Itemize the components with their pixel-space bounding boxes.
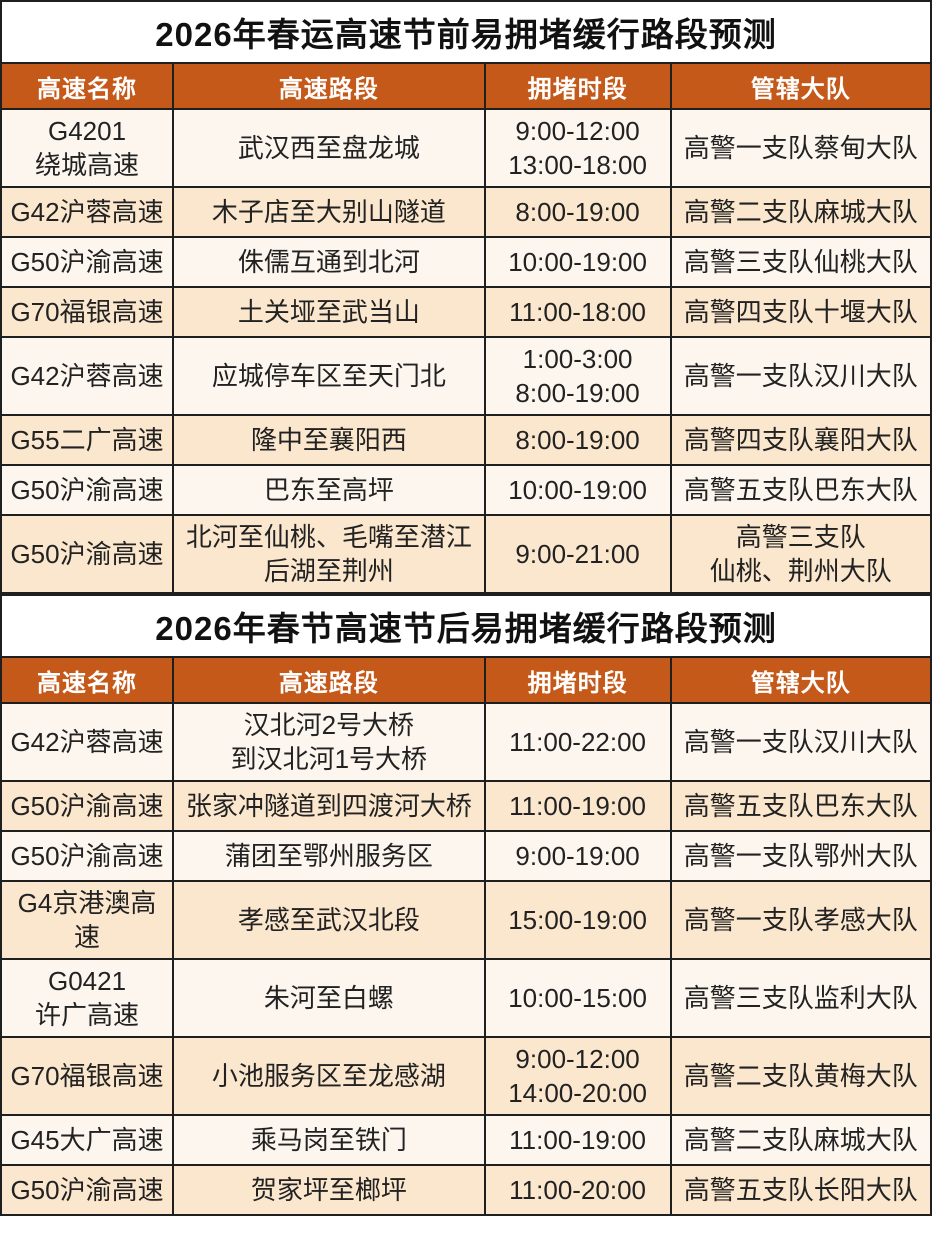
table-cell: 小池服务区至龙感湖 bbox=[172, 1036, 486, 1116]
column-header-highway-section: 高速路段 bbox=[172, 656, 486, 704]
table-cell: G70福银高速 bbox=[0, 1036, 175, 1116]
table-cell: 高警四支队十堰大队 bbox=[669, 286, 932, 338]
table-cell: 8:00-19:00 bbox=[483, 186, 672, 238]
table-cell: G50沪渝高速 bbox=[0, 1164, 175, 1216]
table-cell: G45大广高速 bbox=[0, 1114, 175, 1166]
table-cell: G42沪蓉高速 bbox=[0, 186, 175, 238]
pre-holiday-forecast-section: 2026年春运高速节前易拥堵缓行路段预测 高速名称 高速路段 拥堵时段 管辖大队… bbox=[0, 0, 932, 594]
table-cell: 高警四支队襄阳大队 bbox=[669, 414, 932, 466]
table-row: G50沪渝高速 巴东至高坪 10:00-19:00 高警五支队巴东大队 bbox=[0, 464, 932, 516]
table-cell: G50沪渝高速 bbox=[0, 236, 175, 288]
table-cell: G0421 许广高速 bbox=[0, 958, 175, 1038]
column-header-highway-name: 高速名称 bbox=[0, 656, 175, 704]
table-cell: 高警一支队汉川大队 bbox=[669, 336, 932, 416]
post-holiday-table-title: 2026年春节高速节后易拥堵缓行路段预测 bbox=[0, 594, 932, 656]
table-row: G45大广高速 乘马岗至铁门 11:00-19:00 高警二支队麻城大队 bbox=[0, 1114, 932, 1166]
table-row: G50沪渝高速 蒲团至鄂州服务区 9:00-19:00 高警一支队鄂州大队 bbox=[0, 830, 932, 882]
table-cell: G4京港澳高速 bbox=[0, 880, 175, 960]
table-cell: G42沪蓉高速 bbox=[0, 336, 175, 416]
table-cell: 11:00-22:00 bbox=[483, 702, 672, 782]
table-cell: 巴东至高坪 bbox=[172, 464, 486, 516]
table-row: G50沪渝高速 北河至仙桃、毛嘴至潜江 后湖至荆州 9:00-21:00 高警三支队 … bbox=[0, 514, 932, 594]
post-holiday-forecast-section: 2026年春节高速节后易拥堵缓行路段预测 高速名称 高速路段 拥堵时段 管辖大队… bbox=[0, 594, 932, 1216]
table-cell: 武汉西至盘龙城 bbox=[172, 108, 486, 188]
table-cell: G4201 绕城高速 bbox=[0, 108, 175, 188]
column-header-highway-section: 高速路段 bbox=[172, 62, 486, 110]
table-cell: 11:00-18:00 bbox=[483, 286, 672, 338]
table-row: G50沪渝高速 张家冲隧道到四渡河大桥 11:00-19:00 高警五支队巴东大队 bbox=[0, 780, 932, 832]
table-cell: 侏儒互通到北河 bbox=[172, 236, 486, 288]
table-cell: 9:00-12:00 13:00-18:00 bbox=[483, 108, 672, 188]
table-cell: 应城停车区至天门北 bbox=[172, 336, 486, 416]
table-cell: 15:00-19:00 bbox=[483, 880, 672, 960]
table-cell: 11:00-19:00 bbox=[483, 1114, 672, 1166]
table-cell: G50沪渝高速 bbox=[0, 780, 175, 832]
table-cell: 贺家坪至榔坪 bbox=[172, 1164, 486, 1216]
column-header-jurisdiction-brigade: 管辖大队 bbox=[669, 62, 932, 110]
table-row: G70福银高速 小池服务区至龙感湖 9:00-12:00 14:00-20:00 高警… bbox=[0, 1036, 932, 1116]
table-cell: 高警一支队鄂州大队 bbox=[669, 830, 932, 882]
table-cell: 孝感至武汉北段 bbox=[172, 880, 486, 960]
table-cell: 高警三支队监利大队 bbox=[669, 958, 932, 1038]
table-cell: 高警五支队巴东大队 bbox=[669, 464, 932, 516]
column-header-congestion-period: 拥堵时段 bbox=[483, 62, 672, 110]
table-cell: 高警二支队麻城大队 bbox=[669, 1114, 932, 1166]
table-cell: G50沪渝高速 bbox=[0, 464, 175, 516]
column-header-highway-name: 高速名称 bbox=[0, 62, 175, 110]
table-cell: G55二广高速 bbox=[0, 414, 175, 466]
table-row: G42沪蓉高速 汉北河2号大桥 到汉北河1号大桥 11:00-22:00 高警一支队汉… bbox=[0, 702, 932, 782]
table-cell: 高警五支队巴东大队 bbox=[669, 780, 932, 832]
pre-holiday-table-body: G4201 绕城高速 武汉西至盘龙城 9:00-12:00 13:00-18:00 高… bbox=[0, 108, 932, 594]
table-row: G70福银高速 土关垭至武当山 11:00-18:00 高警四支队十堰大队 bbox=[0, 286, 932, 338]
table-cell: 9:00-19:00 bbox=[483, 830, 672, 882]
table-cell: G50沪渝高速 bbox=[0, 514, 175, 594]
table-row: G42沪蓉高速 木子店至大别山隧道 8:00-19:00 高警二支队麻城大队 bbox=[0, 186, 932, 238]
table-header-row: 高速名称 高速路段 拥堵时段 管辖大队 bbox=[0, 656, 932, 704]
table-cell: 高警一支队汉川大队 bbox=[669, 702, 932, 782]
table-cell: 高警一支队孝感大队 bbox=[669, 880, 932, 960]
table-row: G50沪渝高速 贺家坪至榔坪 11:00-20:00 高警五支队长阳大队 bbox=[0, 1164, 932, 1216]
table-cell: 乘马岗至铁门 bbox=[172, 1114, 486, 1166]
table-cell: 隆中至襄阳西 bbox=[172, 414, 486, 466]
table-cell: 高警一支队蔡甸大队 bbox=[669, 108, 932, 188]
table-row: G42沪蓉高速 应城停车区至天门北 1:00-3:00 8:00-19:00 高警一支… bbox=[0, 336, 932, 416]
congestion-forecast-page: 2026年春运高速节前易拥堵缓行路段预测 高速名称 高速路段 拥堵时段 管辖大队… bbox=[0, 0, 932, 1216]
table-cell: 9:00-12:00 14:00-20:00 bbox=[483, 1036, 672, 1116]
pre-holiday-table-title: 2026年春运高速节前易拥堵缓行路段预测 bbox=[0, 0, 932, 62]
table-cell: 高警二支队麻城大队 bbox=[669, 186, 932, 238]
table-cell: 高警三支队仙桃大队 bbox=[669, 236, 932, 288]
table-cell: 高警三支队 仙桃、荆州大队 bbox=[669, 514, 932, 594]
column-header-jurisdiction-brigade: 管辖大队 bbox=[669, 656, 932, 704]
table-cell: 9:00-21:00 bbox=[483, 514, 672, 594]
table-row: G0421 许广高速 朱河至白螺 10:00-15:00 高警三支队监利大队 bbox=[0, 958, 932, 1038]
table-row: G4201 绕城高速 武汉西至盘龙城 9:00-12:00 13:00-18:00 高… bbox=[0, 108, 932, 188]
table-cell: G70福银高速 bbox=[0, 286, 175, 338]
table-row: G55二广高速 隆中至襄阳西 8:00-19:00 高警四支队襄阳大队 bbox=[0, 414, 932, 466]
table-cell: 木子店至大别山隧道 bbox=[172, 186, 486, 238]
table-cell: 高警二支队黄梅大队 bbox=[669, 1036, 932, 1116]
post-holiday-table-body: G42沪蓉高速 汉北河2号大桥 到汉北河1号大桥 11:00-22:00 高警一支队汉… bbox=[0, 702, 932, 1216]
table-row: G4京港澳高速 孝感至武汉北段 15:00-19:00 高警一支队孝感大队 bbox=[0, 880, 932, 960]
post-holiday-forecast-table: 高速名称 高速路段 拥堵时段 管辖大队 G42沪蓉高速 汉北河2号大桥 到汉北河1… bbox=[0, 656, 932, 1216]
table-cell: 汉北河2号大桥 到汉北河1号大桥 bbox=[172, 702, 486, 782]
table-cell: 北河至仙桃、毛嘴至潜江 后湖至荆州 bbox=[172, 514, 486, 594]
table-cell: 11:00-19:00 bbox=[483, 780, 672, 832]
table-cell: 朱河至白螺 bbox=[172, 958, 486, 1038]
table-cell: 10:00-19:00 bbox=[483, 464, 672, 516]
table-cell: 8:00-19:00 bbox=[483, 414, 672, 466]
table-cell: G42沪蓉高速 bbox=[0, 702, 175, 782]
table-cell: 土关垭至武当山 bbox=[172, 286, 486, 338]
table-row: G50沪渝高速 侏儒互通到北河 10:00-19:00 高警三支队仙桃大队 bbox=[0, 236, 932, 288]
table-cell: 张家冲隧道到四渡河大桥 bbox=[172, 780, 486, 832]
table-cell: 10:00-15:00 bbox=[483, 958, 672, 1038]
column-header-congestion-period: 拥堵时段 bbox=[483, 656, 672, 704]
pre-holiday-forecast-table: 高速名称 高速路段 拥堵时段 管辖大队 G4201 绕城高速 武汉西至盘龙城 9:0… bbox=[0, 62, 932, 594]
table-cell: 11:00-20:00 bbox=[483, 1164, 672, 1216]
table-cell: 1:00-3:00 8:00-19:00 bbox=[483, 336, 672, 416]
table-cell: 10:00-19:00 bbox=[483, 236, 672, 288]
table-cell: 高警五支队长阳大队 bbox=[669, 1164, 932, 1216]
table-cell: G50沪渝高速 bbox=[0, 830, 175, 882]
table-header-row: 高速名称 高速路段 拥堵时段 管辖大队 bbox=[0, 62, 932, 110]
table-cell: 蒲团至鄂州服务区 bbox=[172, 830, 486, 882]
